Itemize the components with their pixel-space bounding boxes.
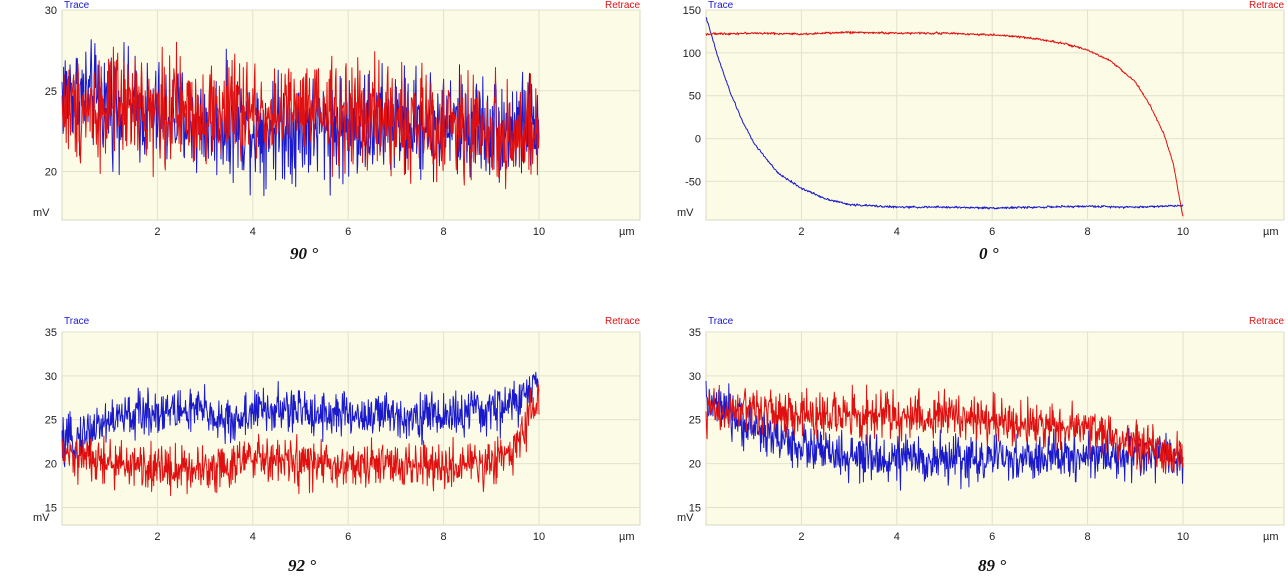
caption-90-degrees: 90 ° [290, 244, 319, 263]
y-tick-label: 25 [689, 415, 701, 427]
y-axis-unit: mV [33, 207, 50, 219]
legend-retrace: Retrace [605, 316, 640, 327]
y-tick-label: 150 [683, 5, 701, 17]
chart-89-degrees: 15 20 25 30 35 2 4 6 8 10 mV µm Trace Retrace 89 ° [644, 316, 1288, 581]
x-tick-label: 8 [441, 531, 447, 543]
x-tick-label: 10 [533, 531, 545, 543]
y-tick-label: 30 [45, 5, 57, 17]
y-axis-unit: mV [33, 512, 50, 524]
caption-92-degrees: 92 ° [288, 556, 317, 575]
series-line-trace [705, 17, 1184, 210]
x-tick-label: 8 [1085, 226, 1091, 238]
y-tick-label: 30 [689, 371, 701, 383]
plot-90-degrees: 20 25 30 2 4 6 8 10 mV µm Trace Retrace [33, 0, 641, 238]
x-tick-label: 6 [345, 531, 351, 543]
y-tick-label: 50 [689, 91, 701, 103]
y-tick-label: 100 [683, 48, 701, 60]
series-line-retrace [705, 384, 1184, 475]
y-tick-label: -50 [685, 176, 701, 188]
series-line-trace [61, 371, 540, 468]
x-tick-label: 8 [441, 226, 447, 238]
x-tick-label: 4 [250, 226, 256, 238]
x-tick-label: 6 [989, 226, 995, 238]
series-line-retrace [61, 382, 540, 496]
x-tick-label: 2 [798, 226, 804, 238]
x-tick-label: 2 [154, 531, 160, 543]
x-tick-label: 4 [894, 531, 900, 543]
x-tick-label: 6 [989, 531, 995, 543]
y-axis-unit: mV [677, 512, 694, 524]
chart-90-degrees: 20 25 30 2 4 6 8 10 mV µm Trace Retrace 90 ° [0, 0, 644, 268]
x-tick-label: 4 [250, 531, 256, 543]
y-tick-label: 20 [689, 459, 701, 471]
caption-89-degrees: 89 ° [978, 556, 1007, 575]
y-axis-unit: mV [677, 207, 694, 219]
y-tick-label: 20 [45, 167, 57, 179]
y-tick-label: 35 [45, 327, 57, 339]
series-line-retrace [61, 41, 540, 190]
legend-trace: Trace [708, 0, 734, 11]
series-line-retrace [705, 30, 1184, 217]
x-tick-label: 10 [1177, 226, 1189, 238]
x-axis-unit: µm [1263, 226, 1279, 238]
y-tick-label: 25 [45, 86, 57, 98]
y-tick-label: 15 [689, 502, 701, 514]
x-tick-label: 6 [345, 226, 351, 238]
legend-trace: Trace [64, 0, 90, 11]
y-tick-label: 15 [45, 502, 57, 514]
y-tick-label: 20 [45, 459, 57, 471]
plot-89-degrees: 15 20 25 30 35 2 4 6 8 10 mV µm Trace Retrace [677, 316, 1285, 543]
chart-0-degrees: -50 0 50 100 150 2 4 6 8 10 mV µm Trace Retrace 0 ° [644, 0, 1288, 268]
chart-92-degrees: 15 20 25 30 35 2 4 6 8 10 mV µm Trace Retrace 92 ° [0, 316, 644, 581]
x-axis-unit: µm [619, 531, 635, 543]
legend-retrace: Retrace [605, 0, 640, 11]
y-tick-label: 35 [689, 327, 701, 339]
caption-0-degrees: 0 ° [979, 244, 999, 263]
x-tick-label: 8 [1085, 531, 1091, 543]
x-tick-label: 2 [154, 226, 160, 238]
y-tick-label: 0 [695, 134, 701, 146]
x-tick-label: 4 [894, 226, 900, 238]
x-axis-unit: µm [619, 226, 635, 238]
legend-retrace: Retrace [1249, 0, 1284, 11]
plot-area [705, 9, 1285, 221]
y-tick-label: 30 [45, 371, 57, 383]
x-tick-label: 10 [1177, 531, 1189, 543]
plot-92-degrees: 15 20 25 30 35 2 4 6 8 10 mV µm Trace Retrace [33, 316, 641, 543]
x-tick-label: 10 [533, 226, 545, 238]
legend-trace: Trace [64, 316, 90, 327]
x-tick-label: 2 [798, 531, 804, 543]
y-tick-label: 25 [45, 415, 57, 427]
plot-0-degrees: -50 0 50 100 150 2 4 6 8 10 mV µm Trace Retrace [677, 0, 1285, 238]
legend-trace: Trace [708, 316, 734, 327]
x-axis-unit: µm [1263, 531, 1279, 543]
legend-retrace: Retrace [1249, 316, 1284, 327]
